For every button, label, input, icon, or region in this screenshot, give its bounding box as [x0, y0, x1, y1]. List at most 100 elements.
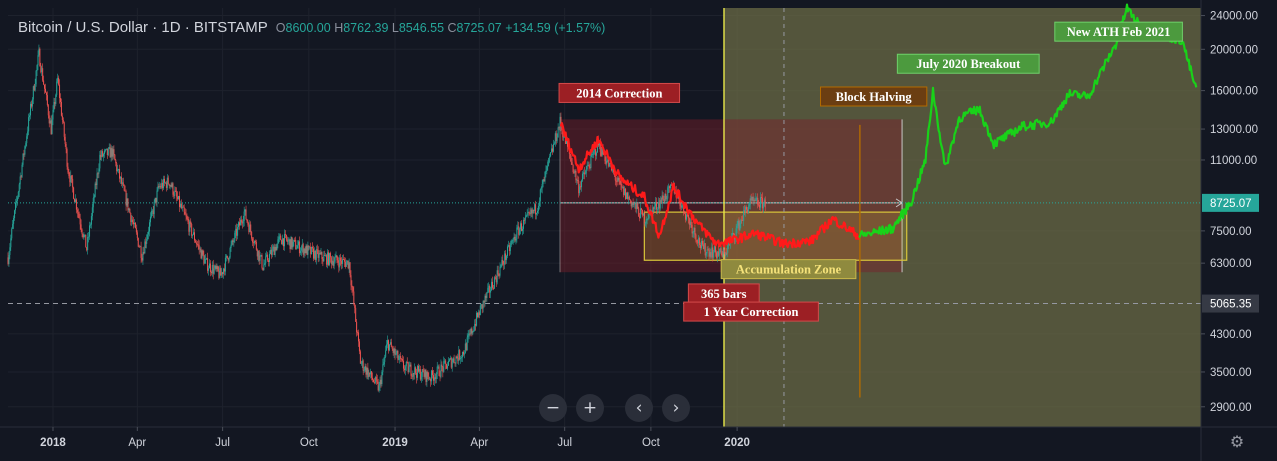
candle-body — [132, 219, 134, 223]
candle-body — [417, 365, 419, 372]
candle-body — [707, 249, 709, 251]
candle-body — [283, 238, 285, 247]
candle-body — [206, 258, 208, 259]
candle-body — [492, 281, 494, 288]
candle-body — [419, 369, 421, 380]
candle-body — [191, 224, 193, 236]
candle-body — [445, 360, 447, 364]
candle-body — [255, 241, 257, 250]
candle-body — [93, 197, 95, 198]
candle-body — [512, 238, 514, 241]
candle-body — [329, 253, 331, 258]
fractal-red-series — [559, 121, 860, 249]
price-tick-label: 6300.00 — [1210, 258, 1252, 270]
candle-body — [281, 240, 283, 245]
gear-icon[interactable]: ⚙ — [1229, 432, 1245, 451]
candle-body — [365, 366, 367, 375]
candle-body — [264, 263, 266, 265]
candle-body — [96, 173, 98, 186]
candle-body — [297, 245, 299, 249]
candle-body — [689, 221, 691, 225]
candle-body — [572, 164, 574, 172]
candle-body — [470, 328, 472, 334]
candle-body — [633, 203, 635, 205]
candle-body — [521, 228, 523, 231]
candle-body — [413, 372, 415, 375]
candle-body — [294, 239, 296, 241]
candle-body — [606, 160, 608, 164]
candle-body — [288, 239, 290, 241]
candle-body — [251, 231, 253, 239]
candle-body — [207, 258, 209, 271]
candle-body — [375, 377, 377, 380]
candle-body — [253, 241, 255, 244]
candle-body — [236, 228, 238, 236]
candle-body — [528, 212, 530, 214]
zoom-in-button[interactable]: + — [576, 394, 604, 422]
candle-body — [186, 216, 188, 219]
candle-body — [27, 131, 29, 137]
candle-body — [71, 175, 73, 179]
candle-body — [247, 221, 249, 225]
candle-body — [739, 222, 741, 231]
candle-body — [436, 366, 438, 375]
candle-body — [217, 266, 219, 271]
candle-body — [60, 102, 62, 116]
zoom-out-button[interactable]: − — [539, 394, 567, 422]
candle-body — [208, 263, 210, 269]
candle-body — [216, 266, 218, 269]
candle-body — [194, 240, 196, 243]
candle-body — [387, 340, 389, 351]
candle-body — [433, 377, 435, 381]
candle-body — [356, 321, 358, 333]
candle-body — [238, 222, 240, 228]
candle-body — [316, 249, 318, 251]
candle-body — [133, 222, 135, 225]
candle-body — [486, 292, 488, 298]
candle-body — [220, 268, 222, 276]
label-july-2020-breakout-box — [896, 53, 1040, 74]
candle-body — [291, 237, 293, 248]
candle-body — [367, 367, 369, 378]
candle-body — [398, 359, 400, 360]
candle-body — [275, 246, 277, 251]
candle-body — [158, 186, 160, 187]
candle-body — [24, 146, 26, 155]
candle-body — [104, 150, 106, 154]
candle-body — [173, 194, 175, 196]
candle-body — [435, 374, 437, 379]
scroll-left-button[interactable]: ‹ — [625, 394, 653, 422]
candle-body — [696, 240, 698, 243]
candle-body — [45, 92, 47, 96]
label-block-halving-text: Block Halving — [836, 90, 913, 104]
candle-body — [511, 240, 513, 243]
candle-body — [109, 147, 111, 158]
candle-body — [473, 330, 475, 332]
candle-body — [760, 197, 762, 198]
candle-body — [716, 251, 718, 258]
candle-body — [335, 255, 337, 258]
candle-body — [61, 115, 63, 120]
candle-body — [289, 239, 291, 250]
candle-body — [302, 244, 304, 255]
candle-body — [286, 239, 288, 242]
candle-body — [456, 356, 458, 358]
candle-body — [394, 348, 396, 355]
candle-body — [605, 161, 607, 164]
candle-body — [641, 209, 643, 216]
candle-body — [209, 263, 211, 273]
candle-body — [304, 248, 306, 254]
candle-body — [319, 253, 321, 254]
candle-body — [507, 246, 509, 257]
candle-body — [270, 249, 272, 256]
candle-body — [590, 154, 592, 168]
candle-body — [244, 209, 246, 212]
candle-body — [10, 238, 12, 248]
candle-body — [358, 341, 360, 352]
price-tick-label: 7500.00 — [1210, 226, 1252, 238]
candle-body — [120, 176, 122, 184]
scroll-right-button[interactable]: › — [662, 394, 690, 422]
candle-body — [293, 239, 295, 242]
candle-body — [32, 86, 34, 100]
